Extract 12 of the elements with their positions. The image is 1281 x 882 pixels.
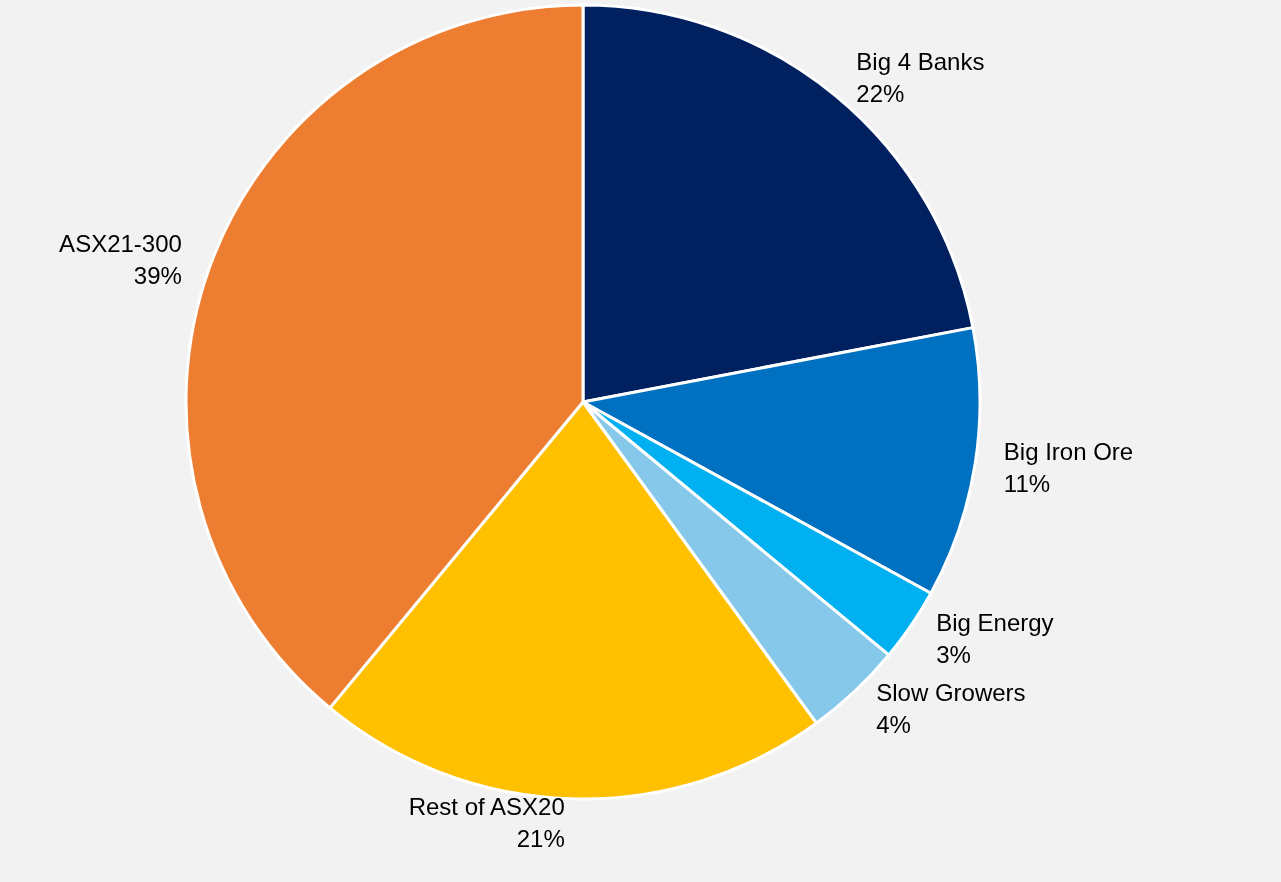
data-label: 3% [936,641,971,669]
data-label: 39% [133,261,182,289]
data-label: 21% [516,825,565,853]
data-label: 4% [876,711,911,739]
slice-label: Big 4 Banks [856,48,985,76]
data-label: 11% [1003,470,1051,498]
data-label: 22% [856,80,905,108]
slice-label: ASX21-300 [59,229,182,257]
slice-label: Big Iron Ore [1003,438,1134,466]
slice-label: Big Energy [936,609,1054,637]
slice-label: Slow Growers [876,679,1026,707]
slice-label: Rest of ASX20 [408,793,565,821]
